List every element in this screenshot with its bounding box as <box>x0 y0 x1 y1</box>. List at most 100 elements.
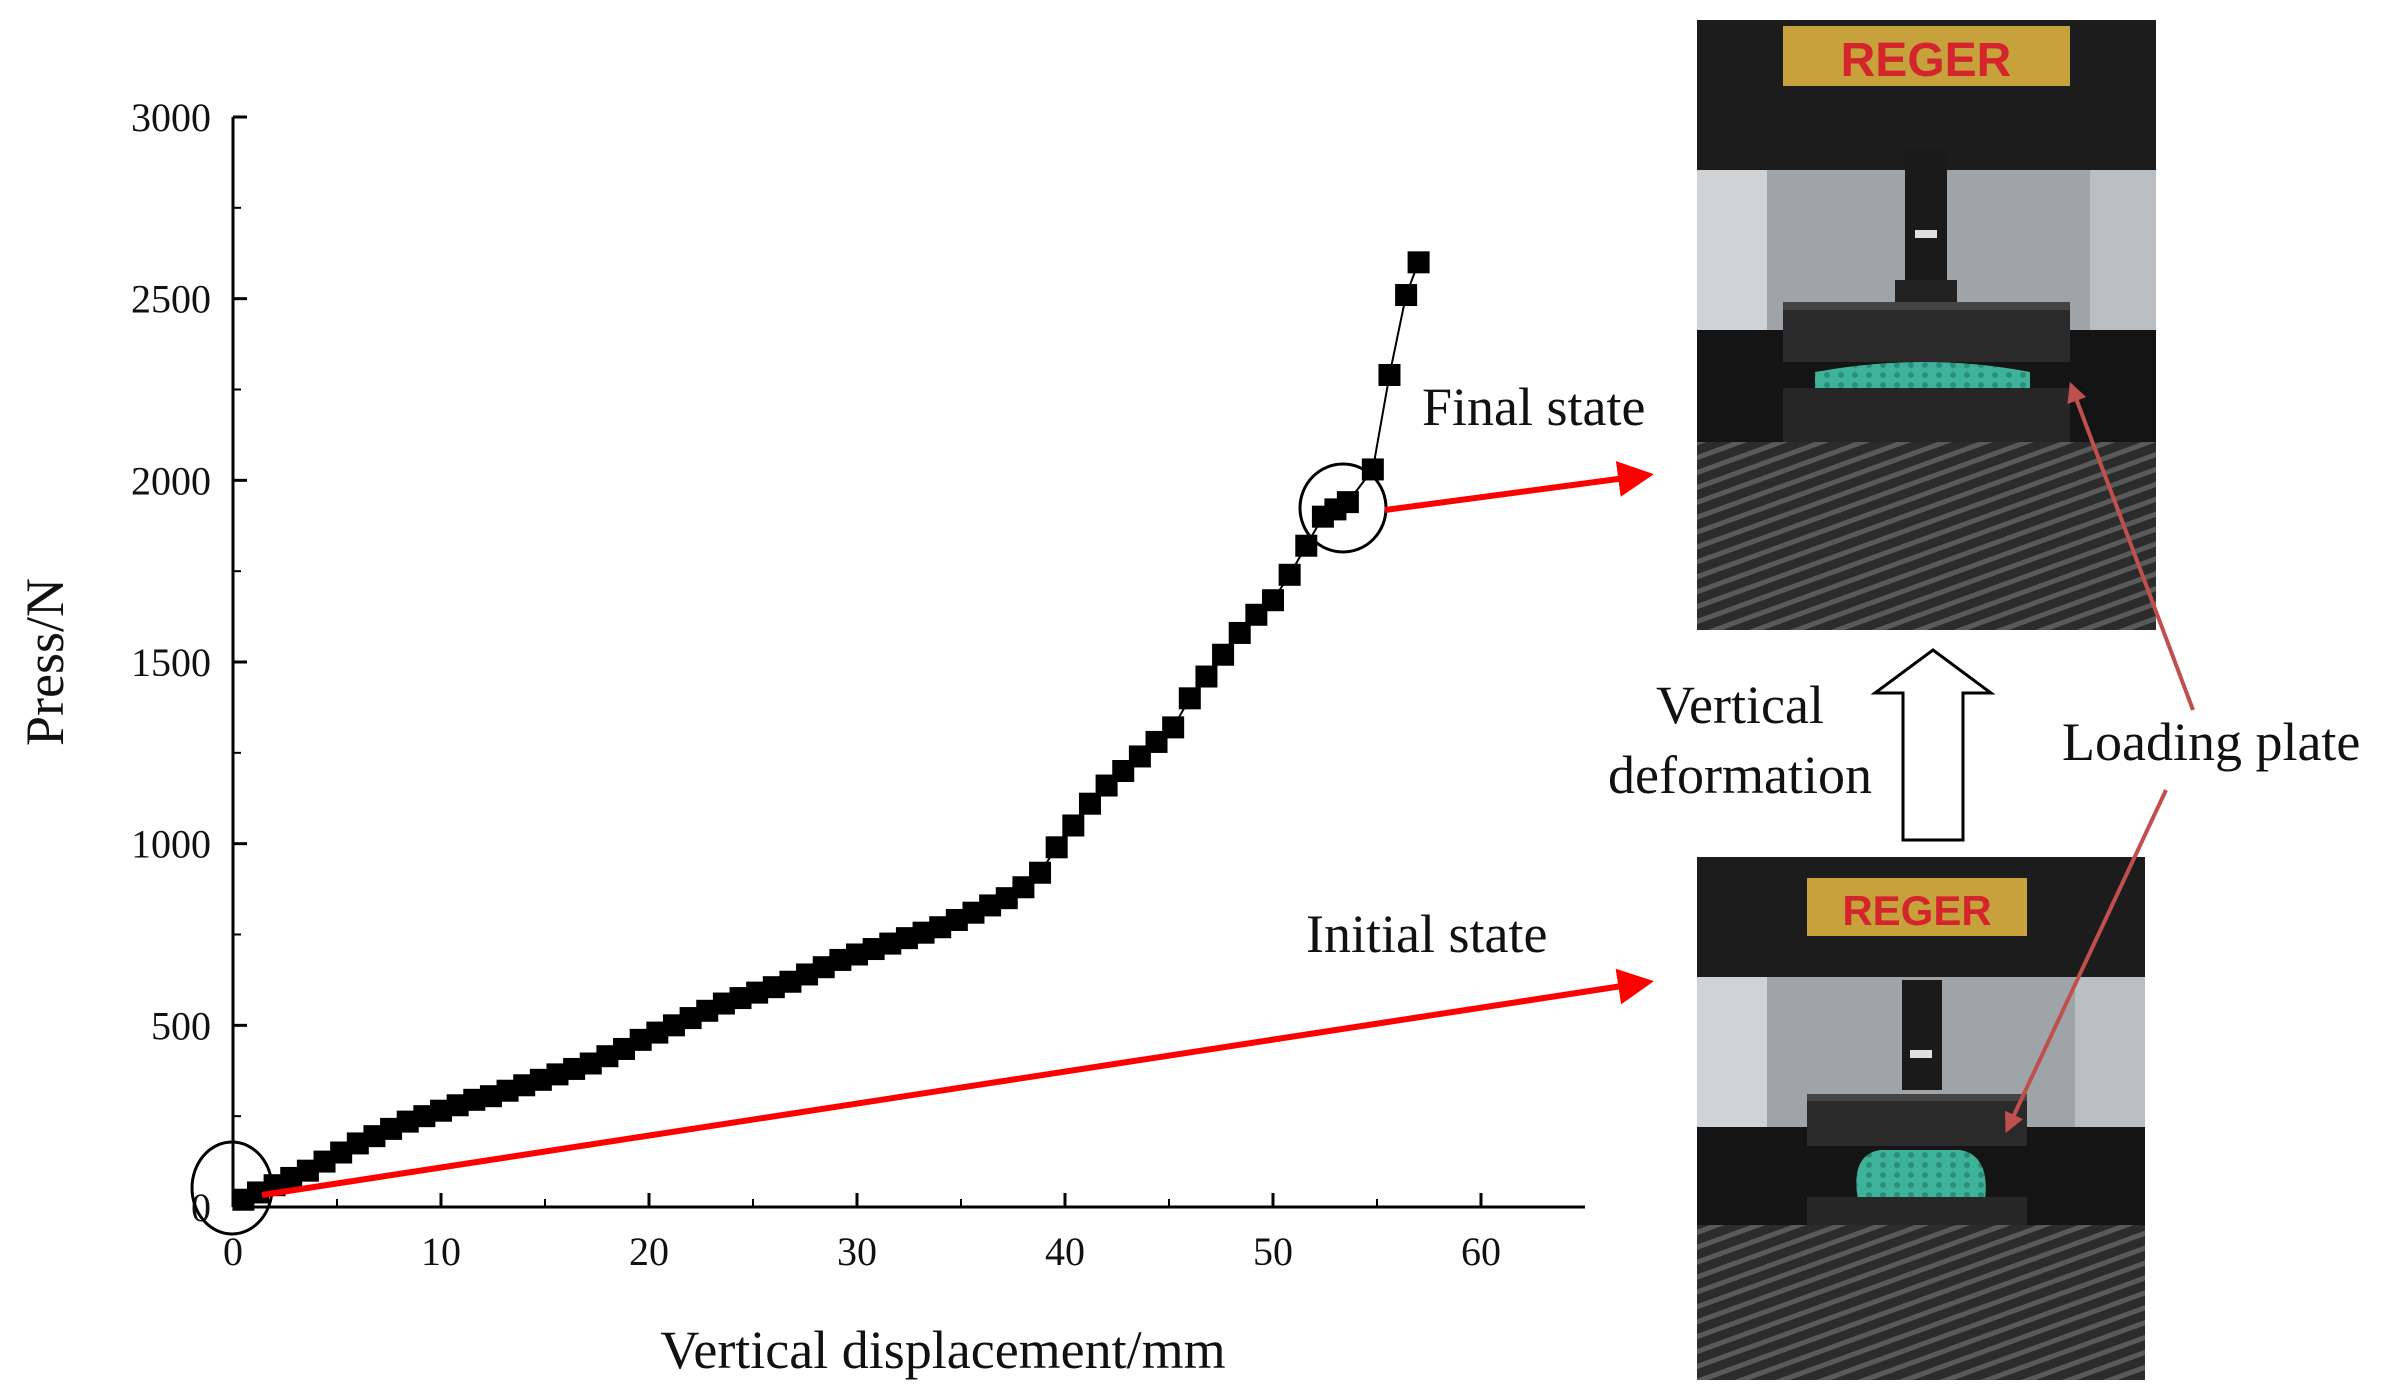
data-point <box>979 894 1002 917</box>
data-point <box>1112 760 1135 782</box>
data-point <box>1228 621 1251 644</box>
data-point <box>729 987 752 1010</box>
x-tick-label: 50 <box>1253 1229 1293 1274</box>
data-point <box>1336 491 1359 514</box>
vertical-deformation-label-line2: deformation <box>1608 745 1872 805</box>
x-ticks: 0 10 20 30 40 50 60 <box>223 1193 1501 1274</box>
data-point <box>829 948 852 971</box>
upper-loading-plate <box>1783 302 2070 362</box>
data-point <box>1295 534 1318 557</box>
chart: 0 10 20 30 40 50 60 0 500 1000 1500 2000 2500 3000 V… <box>15 95 1654 1380</box>
data-point <box>646 1021 669 1044</box>
y-tick-label: 2500 <box>131 277 211 322</box>
data-point <box>1145 730 1168 753</box>
data-point <box>1245 603 1268 626</box>
lower-loading-plate <box>1783 388 2070 442</box>
data-point <box>1128 745 1151 768</box>
data-point <box>1278 563 1301 586</box>
x-tick-label: 10 <box>421 1229 461 1274</box>
data-point <box>846 943 868 966</box>
data-point <box>912 921 935 944</box>
initial-state-arrow <box>261 968 1654 1198</box>
data-point <box>679 1007 702 1030</box>
x-tick-label: 40 <box>1045 1229 1085 1274</box>
data-point <box>613 1037 636 1060</box>
data-point <box>1361 458 1384 481</box>
data-point <box>696 999 719 1022</box>
data-point <box>812 956 835 979</box>
data-point <box>529 1068 552 1091</box>
brand-plate <box>1807 878 2027 936</box>
data-point <box>1407 251 1430 274</box>
y-tick-label: 500 <box>151 1003 211 1048</box>
data-point <box>430 1099 452 1122</box>
loading-plate-label: Loading plate <box>2062 712 2360 772</box>
brand-plate <box>1783 26 2070 86</box>
x-axis-title: Vertical displacement/mm <box>660 1320 1225 1380</box>
loading-plate-callout: Loading plate <box>2005 381 2360 1134</box>
data-point <box>546 1063 569 1086</box>
data-point <box>1195 665 1218 688</box>
data-point <box>463 1088 486 1111</box>
data-point <box>1062 814 1085 837</box>
photo-initial-state: REGER <box>1697 857 2145 1380</box>
data-point <box>629 1028 652 1051</box>
data-point <box>1045 836 1068 859</box>
data-point <box>712 992 735 1015</box>
data-point <box>479 1085 502 1108</box>
data-point <box>330 1141 353 1164</box>
upper-loading-plate <box>1807 1094 2027 1146</box>
data-point <box>929 916 952 939</box>
data-point <box>746 981 769 1004</box>
data-point <box>579 1052 602 1075</box>
y-tick-label: 1000 <box>131 822 211 867</box>
y-tick-label: 1500 <box>131 640 211 685</box>
data-point <box>446 1094 469 1117</box>
series-points <box>232 251 1430 1211</box>
x-tick-label: 30 <box>837 1229 877 1274</box>
data-point <box>596 1045 619 1068</box>
x-tick-label: 20 <box>629 1229 669 1274</box>
y-tick-label: 3000 <box>131 95 211 140</box>
data-point <box>1378 363 1401 386</box>
data-point <box>895 927 918 950</box>
initial-state-circle <box>190 1140 274 1236</box>
loading-plate-pointer-bottom <box>2005 789 2168 1134</box>
data-point <box>879 932 902 955</box>
data-point <box>945 908 968 931</box>
data-point <box>363 1125 386 1148</box>
data-point <box>662 1014 685 1037</box>
data-point <box>346 1132 369 1155</box>
data-point <box>796 963 819 986</box>
lower-loading-plate <box>1807 1197 2027 1225</box>
data-point <box>779 970 802 993</box>
data-point <box>280 1166 303 1189</box>
vertical-deformation-label-line1: Vertical <box>1656 675 1824 735</box>
data-point <box>1078 792 1101 815</box>
vertical-deformation-indicator: Vertical deformation <box>1608 648 1996 842</box>
data-point <box>513 1074 536 1097</box>
data-point <box>380 1117 403 1140</box>
loading-plate-pointer-top <box>2067 381 2195 711</box>
final-state-label: Final state <box>1422 377 1645 437</box>
y-tick-label: 0 <box>191 1185 211 1230</box>
brand-label: REGER <box>1842 887 1991 934</box>
data-point <box>396 1110 419 1133</box>
initial-state-label: Initial state <box>1306 904 1547 964</box>
data-point <box>496 1079 519 1102</box>
data-point <box>862 938 885 961</box>
uncompressed-sample <box>1856 1150 1986 1200</box>
data-point <box>413 1105 436 1128</box>
data-point <box>1262 589 1284 612</box>
y-tick-label: 2000 <box>131 458 211 503</box>
data-point <box>1212 643 1235 666</box>
data-point <box>246 1181 269 1204</box>
data-point <box>1162 716 1185 739</box>
data-point <box>1178 687 1201 710</box>
y-ticks: 0 500 1000 1500 2000 2500 3000 <box>131 95 247 1230</box>
data-point <box>962 901 985 924</box>
y-axis-title: Press/N <box>15 578 75 746</box>
data-point <box>1029 861 1052 884</box>
data-point <box>1012 876 1035 899</box>
